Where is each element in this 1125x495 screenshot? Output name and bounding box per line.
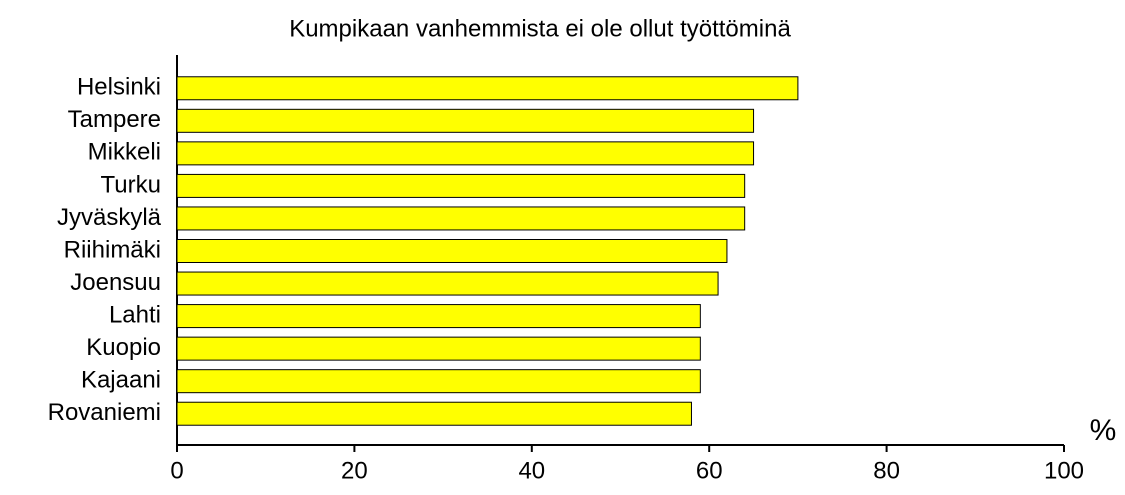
y-tick-label: Helsinki bbox=[77, 74, 161, 101]
chart-title: Kumpikaan vanhemmista ei ole ollut tyött… bbox=[289, 15, 791, 42]
x-tick-label: 20 bbox=[341, 457, 368, 484]
y-tick-label: Turku bbox=[101, 171, 161, 198]
bar bbox=[176, 336, 701, 361]
bar bbox=[176, 76, 799, 101]
y-tick-label: Riihimäki bbox=[64, 236, 161, 263]
y-tick-label: Kuopio bbox=[86, 334, 161, 361]
bar bbox=[176, 369, 701, 394]
x-tick-label: 40 bbox=[518, 457, 545, 484]
x-axis-label: % bbox=[1090, 414, 1117, 447]
bar bbox=[176, 108, 755, 133]
y-tick-label: Tampere bbox=[68, 106, 161, 133]
bar bbox=[176, 173, 746, 198]
bar bbox=[176, 401, 692, 426]
x-tick-label: 100 bbox=[1044, 457, 1084, 484]
y-tick-label: Kajaani bbox=[81, 367, 161, 394]
bar bbox=[176, 239, 728, 263]
y-tick-label: Rovaniemi bbox=[48, 399, 161, 426]
y-tick-label: Mikkeli bbox=[88, 139, 161, 166]
bar bbox=[176, 304, 701, 329]
x-tick-label: 80 bbox=[873, 457, 900, 484]
x-tick-label: 60 bbox=[696, 457, 723, 484]
y-tick-label: Joensuu bbox=[70, 269, 161, 296]
y-tick-label: Lahti bbox=[109, 301, 161, 328]
y-tick-label: Jyväskylä bbox=[57, 204, 162, 231]
bar bbox=[176, 141, 755, 166]
x-tick-label: 0 bbox=[170, 457, 183, 484]
bar bbox=[176, 206, 746, 231]
bar bbox=[176, 271, 719, 296]
